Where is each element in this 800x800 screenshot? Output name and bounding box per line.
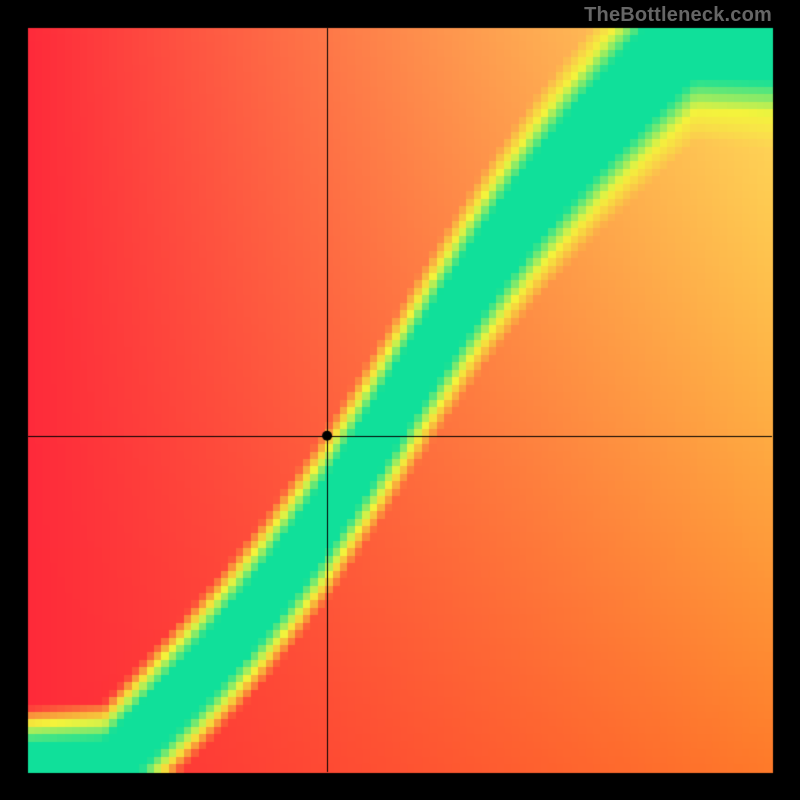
chart-stage: TheBottleneck.com: [0, 0, 800, 800]
attribution-text: TheBottleneck.com: [584, 4, 772, 27]
crosshair-overlay: [0, 0, 800, 800]
